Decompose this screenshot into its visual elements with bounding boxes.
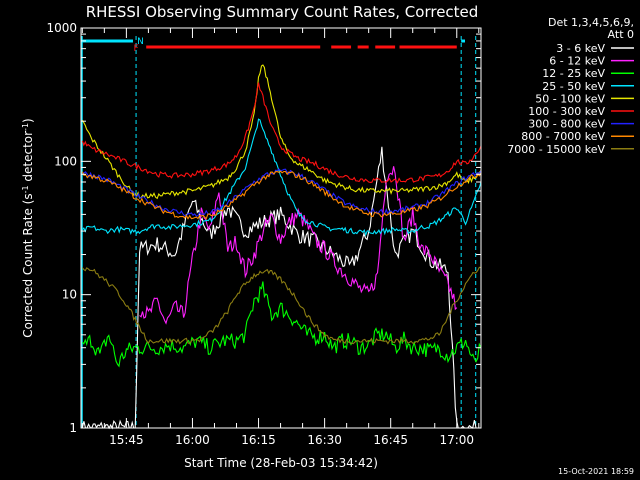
x-axis-label: Start Time (28-Feb-03 15:34:42) <box>184 456 378 470</box>
plot-area: NF 15:45 16:00 16:15 16:30 16:45 17:00 1 10 100 10… <box>46 21 482 447</box>
status-label: F <box>133 44 138 54</box>
legend-entry: 3 - 6 keV <box>556 42 605 55</box>
x-tick-label: 16:00 <box>175 433 210 447</box>
legend-entry: 800 - 7000 keV <box>521 130 605 143</box>
series-line <box>81 281 482 368</box>
series-line <box>139 166 458 325</box>
y-tick-label: 1 <box>69 421 77 435</box>
x-tick-label: 16:30 <box>307 433 342 447</box>
legend-header: Det 1,3,4,5,6,9, <box>548 16 634 29</box>
x-tick-label: 17:00 <box>439 433 474 447</box>
series-line <box>81 82 482 184</box>
chart-title: RHESSI Observing Summary Count Rates, Co… <box>86 3 479 21</box>
y-axis-label-main: Corrected Count Rate (s <box>21 193 35 337</box>
x-tick-label: 16:15 <box>241 433 276 447</box>
legend-entry: 6 - 12 keV <box>549 55 605 68</box>
y-axis-label-mid: detector <box>21 131 35 186</box>
axes-frame <box>80 27 482 429</box>
legend-entry: 7000 - 15000 keV <box>507 143 605 156</box>
y-axis-label-sup1: -1 <box>21 185 30 193</box>
x-tick-label: 16:45 <box>373 433 408 447</box>
legend-header: Att 0 <box>608 28 634 41</box>
footer-timestamp: 15-Oct-2021 18:59 <box>558 467 634 476</box>
series-line <box>82 168 482 217</box>
legend-entry: 300 - 800 keV <box>528 118 605 131</box>
y-axis-label: Corrected Count Rate (s-1 detector-1) <box>21 118 36 337</box>
legend-entry: 25 - 50 keV <box>542 80 605 93</box>
series-line <box>81 266 482 345</box>
legend-entry: 100 - 300 keV <box>528 105 605 118</box>
y-tick-label: 10 <box>62 288 77 302</box>
status-label: N <box>137 37 144 47</box>
y-tick-label: 100 <box>54 154 77 168</box>
legend-entry: 50 - 100 keV <box>535 92 605 105</box>
series-line <box>81 170 482 220</box>
y-axis-label-sup2: -1 <box>21 123 30 131</box>
x-tick-label: 15:45 <box>109 433 144 447</box>
series-line <box>81 118 482 237</box>
y-axis-label-end: ) <box>21 118 35 123</box>
legend-entry: 12 - 25 keV <box>542 67 605 80</box>
series-line <box>81 146 481 430</box>
series-line <box>81 64 482 200</box>
y-tick-label: 1000 <box>46 21 77 35</box>
